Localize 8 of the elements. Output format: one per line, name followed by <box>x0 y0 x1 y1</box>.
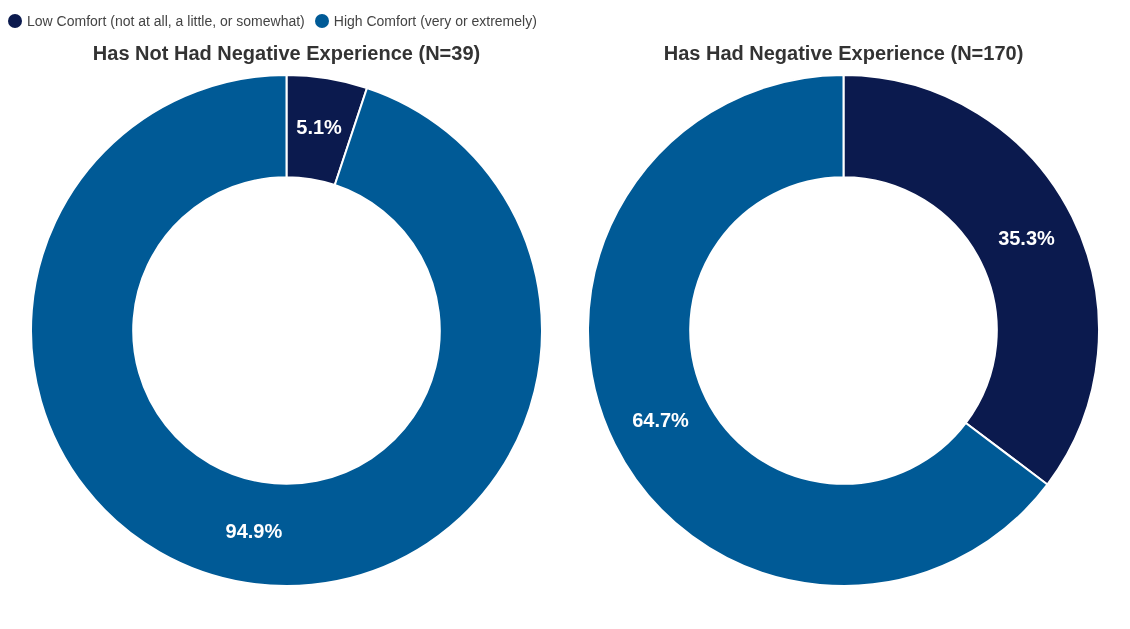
data-label: 64.7% <box>632 409 690 432</box>
legend-label: Low Comfort (not at all, a little, or somewhat) <box>27 13 305 29</box>
data-label: 94.9% <box>225 519 283 542</box>
data-label: 5.1% <box>296 116 343 139</box>
legend-label: High Comfort (very or extremely) <box>333 13 537 29</box>
chart-title: Has Had Negative Experience (N=170) <box>663 41 1024 64</box>
data-label: 35.3% <box>998 226 1056 249</box>
text: Has Not Had Negative Experience (N=39) <box>92 41 481 64</box>
